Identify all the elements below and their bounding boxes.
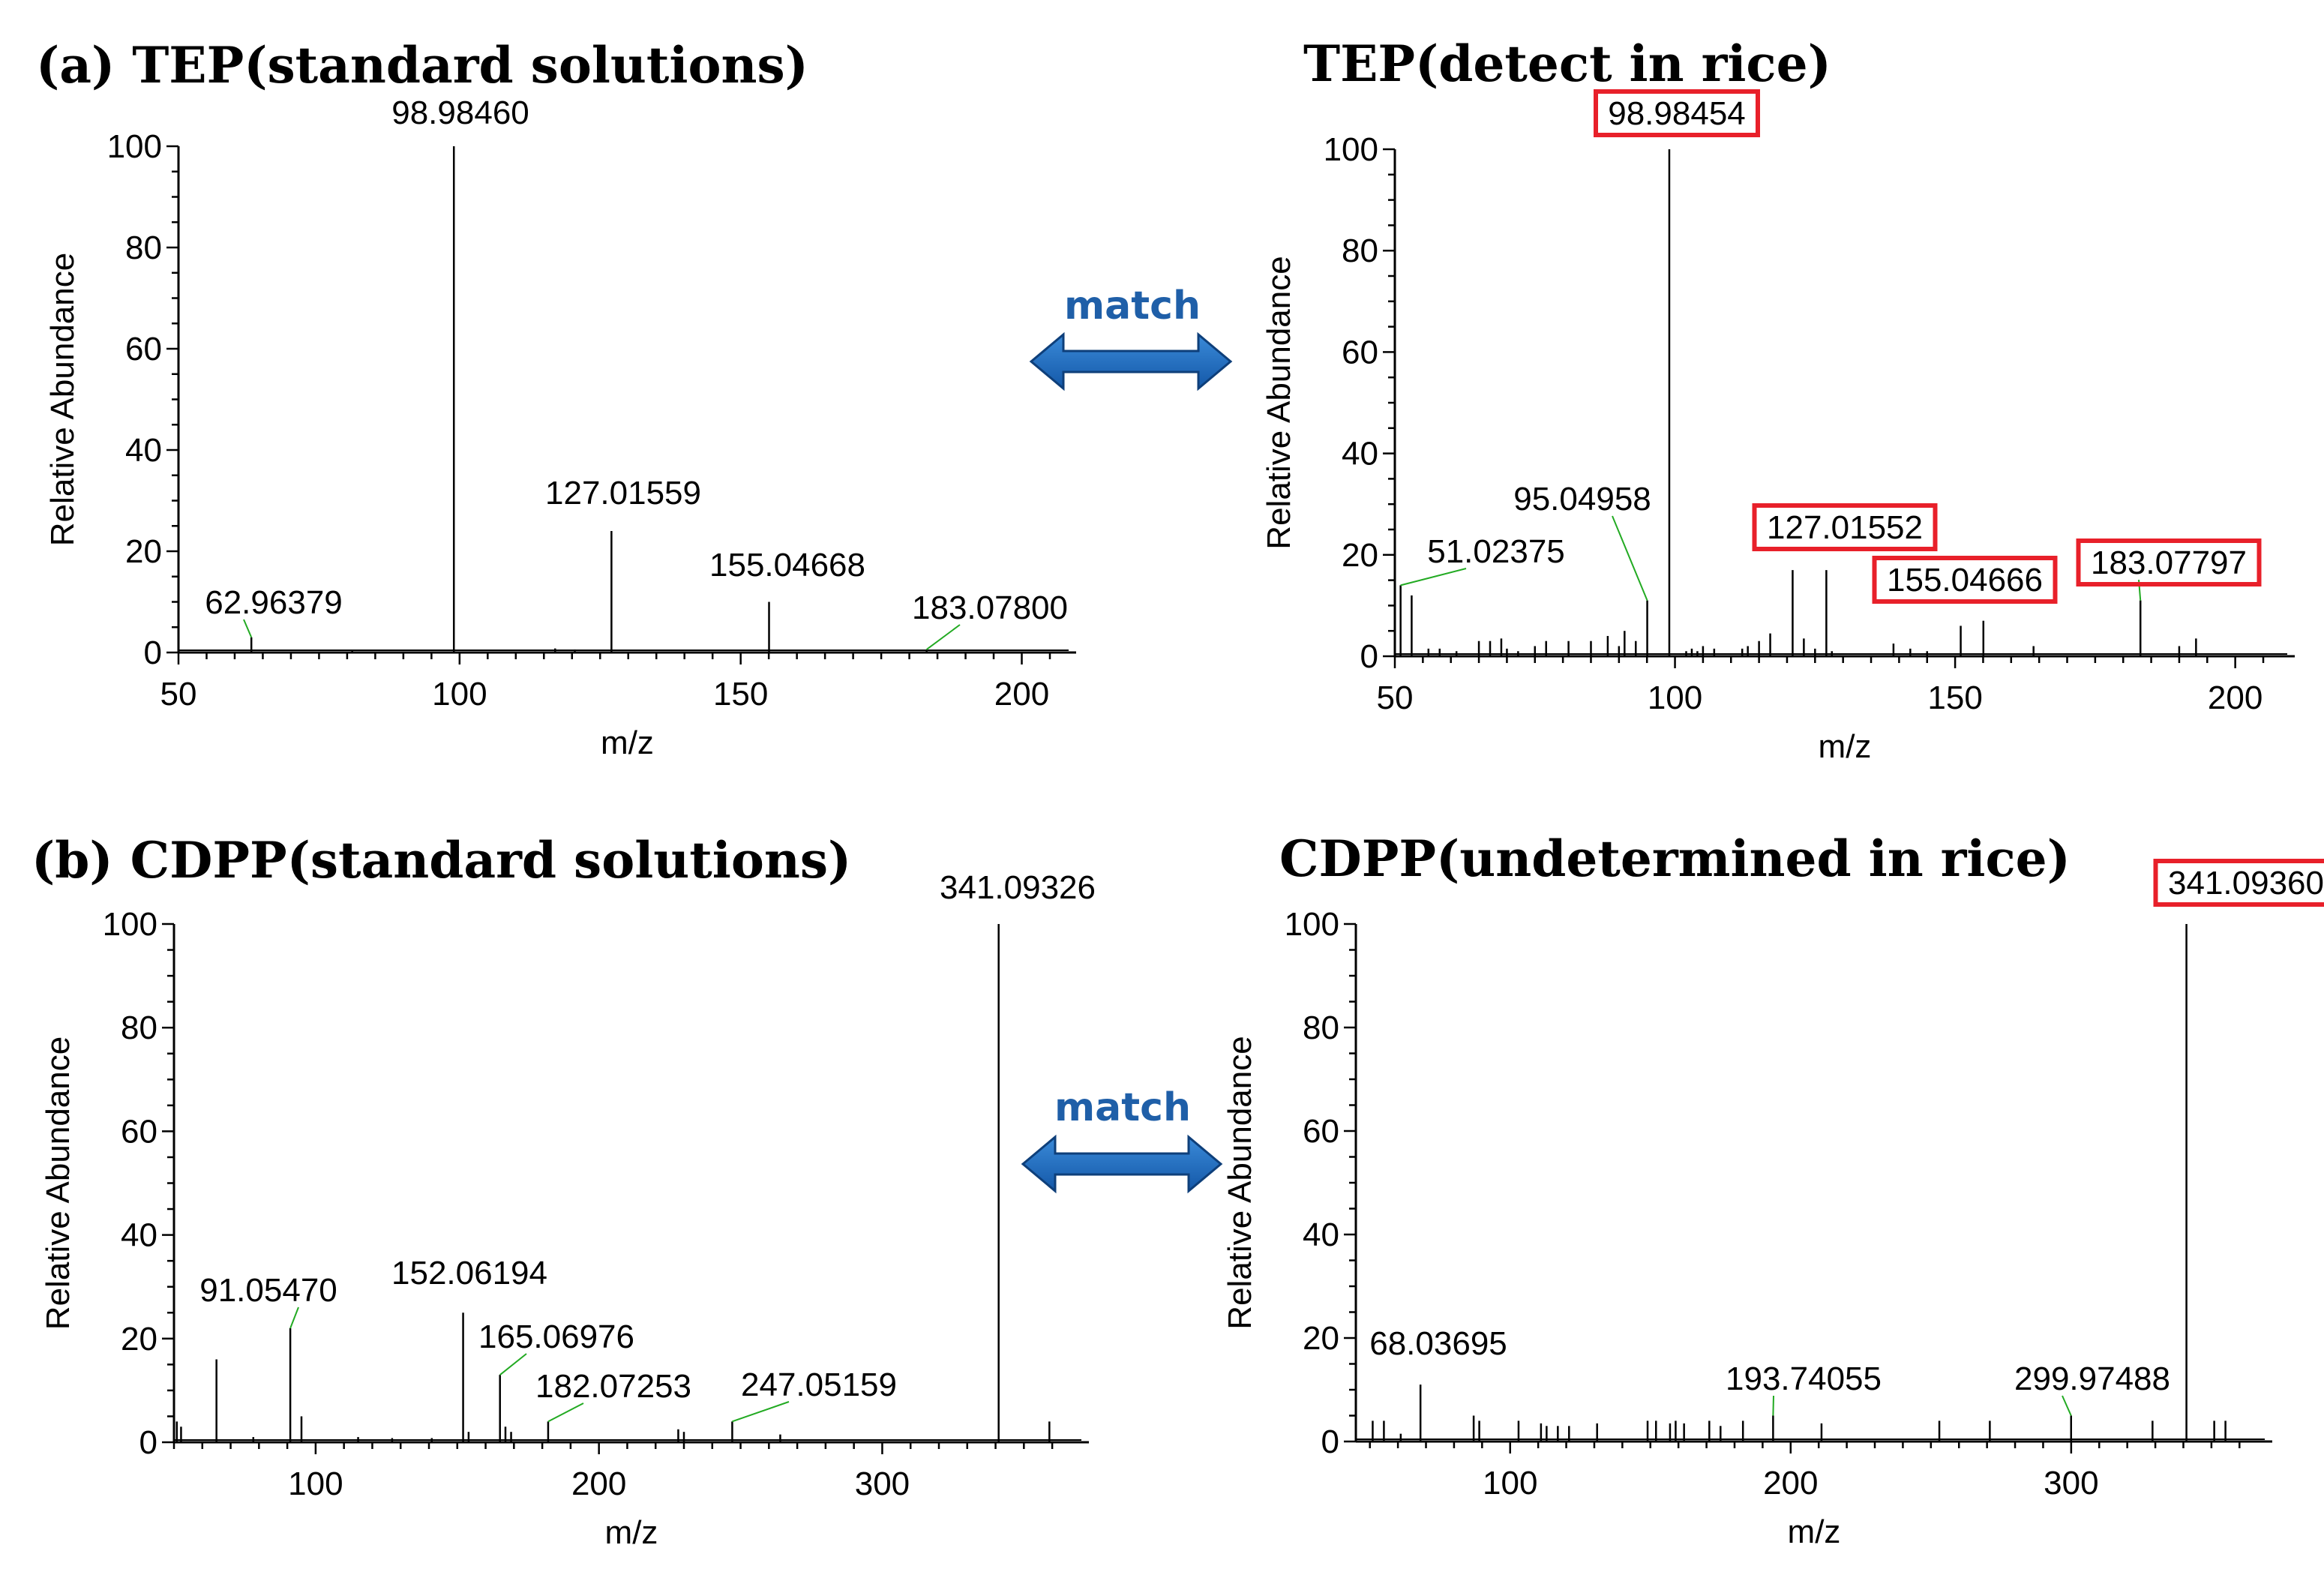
x-axis-title: m/z: [601, 724, 654, 761]
y-tick-label: 0: [139, 1424, 157, 1461]
peak-label: 155.04666: [1887, 562, 2043, 598]
cdpp-rice-spectrum: 0 20 40 60 80 100 100 200 300 m/z Relative Abundan…: [1222, 859, 2324, 1550]
y-tick-label: 80: [1303, 1010, 1339, 1046]
leader-line: [1612, 515, 1648, 602]
match-label-b: match: [1054, 1085, 1191, 1130]
tep-standard-spectrum: 0 20 40 60 80 100 50 100 150 200 m/z Relative Abund…: [44, 94, 1076, 761]
y-tick-label: 0: [1321, 1424, 1339, 1460]
y-tick-label: 100: [103, 906, 157, 943]
x-tick-label: 200: [1763, 1465, 1818, 1502]
y-tick-label: 0: [1360, 638, 1378, 675]
peak-label: 299.97488: [2014, 1360, 2170, 1397]
y-tick-label: 80: [121, 1010, 157, 1046]
y-tick-label: 80: [1342, 232, 1378, 269]
leader-line: [1400, 568, 1467, 586]
y-axis-title: Relative Abundance: [40, 1036, 76, 1330]
peak-label: 98.98454: [1608, 95, 1746, 132]
peak-label: 98.98460: [391, 94, 529, 131]
y-tick-label: 80: [125, 230, 162, 266]
peak-label: 127.01559: [545, 475, 701, 512]
peak-label: 152.06194: [391, 1255, 547, 1292]
match-arrow-a: match: [1029, 284, 1233, 392]
highlight-box: [2153, 859, 2324, 907]
peak-label: 341.09360: [2168, 865, 2324, 902]
x-axis-title: m/z: [1788, 1514, 1841, 1550]
x-tick-label: 150: [1927, 680, 1982, 716]
y-tick-label: 40: [1342, 436, 1378, 472]
y-tick-label: 60: [125, 331, 162, 368]
y-tick-label: 100: [1285, 906, 1339, 943]
x-tick-label: 100: [1648, 680, 1702, 716]
peak-label: 68.03695: [1369, 1325, 1507, 1362]
x-tick-label: 100: [432, 676, 487, 712]
y-axis-title: Relative Abundance: [44, 253, 81, 546]
peak-label: 91.05470: [199, 1272, 337, 1309]
x-tick-label: 100: [1483, 1465, 1537, 1502]
y-tick-label: 20: [1342, 537, 1378, 574]
y-tick-label: 100: [1324, 131, 1378, 168]
peak-label: 127.01552: [1767, 509, 1923, 546]
peak-label: 183.07797: [2091, 544, 2247, 581]
peak-label: 341.09326: [940, 869, 1096, 906]
y-tick-label: 40: [121, 1217, 157, 1254]
peak-label: 183.07800: [912, 590, 1068, 626]
y-tick-label: 40: [125, 432, 162, 469]
y-axis-title: Relative Abundance: [1222, 1036, 1258, 1329]
match-arrow-b: match: [1021, 1085, 1223, 1194]
x-tick-label: 50: [1377, 680, 1414, 716]
peak-label: 247.05159: [741, 1366, 897, 1403]
peak-label: 155.04668: [709, 547, 865, 584]
tep-rice-spectrum: 0 20 40 60 80 100 50 100 150 200 m/z Relative Abund…: [1261, 89, 2295, 765]
y-tick-label: 60: [1342, 334, 1378, 370]
x-tick-label: 200: [571, 1466, 626, 1502]
leader-line: [547, 1402, 584, 1423]
leader-line: [289, 1306, 299, 1329]
leader-line: [1772, 1395, 1774, 1416]
x-tick-label: 300: [855, 1466, 910, 1502]
highlight-box: [1752, 503, 1938, 551]
peak-label: 193.74055: [1726, 1360, 1882, 1397]
y-tick-label: 20: [1303, 1320, 1339, 1357]
highlight-box: [1872, 556, 2058, 604]
x-tick-label: 300: [2044, 1465, 2098, 1502]
x-tick-label: 100: [288, 1466, 343, 1502]
peak-label: 182.07253: [535, 1368, 691, 1405]
x-tick-label: 150: [713, 676, 768, 712]
leader-line: [926, 624, 961, 650]
x-axis-title: m/z: [1819, 728, 1872, 765]
leader-line: [499, 1353, 527, 1376]
x-tick-label: 50: [160, 676, 197, 712]
y-tick-label: 20: [125, 533, 162, 570]
y-tick-label: 20: [121, 1321, 157, 1358]
x-axis-title: m/z: [605, 1514, 658, 1551]
y-axis-title: Relative Abundance: [1261, 256, 1297, 549]
cdpp-standard-spectrum: 0 20 40 60 80 100 100 200 300 m/z Relative Abundan…: [40, 869, 1096, 1551]
peak-label: 62.96379: [205, 584, 343, 621]
panel-a-right-title: TEP(detect in rice): [1303, 34, 1831, 93]
leader-line: [243, 619, 253, 638]
y-tick-label: 60: [121, 1113, 157, 1150]
panel-b-right-title: CDPP(undetermined in rice): [1279, 830, 2071, 888]
panel-a-left-title: (a) TEP(standard solutions): [36, 36, 808, 94]
leader-line: [732, 1401, 790, 1423]
leader-line: [2062, 1395, 2072, 1416]
y-tick-label: 60: [1303, 1113, 1339, 1150]
peak-label: 165.06976: [478, 1318, 634, 1355]
y-tick-label: 100: [107, 128, 162, 165]
match-label-a: match: [1064, 284, 1201, 328]
x-tick-label: 200: [994, 676, 1049, 712]
double-arrow-icon: [1029, 332, 1233, 392]
highlight-box: [1594, 89, 1760, 137]
y-tick-label: 0: [144, 634, 162, 671]
panel-b-left-title: (b) CDPP(standard solutions): [31, 831, 851, 890]
double-arrow-icon: [1021, 1134, 1223, 1194]
peak-label: 95.04958: [1513, 481, 1651, 518]
peak-label: 51.02375: [1427, 533, 1565, 570]
highlight-box: [2076, 538, 2262, 586]
x-tick-label: 200: [2208, 680, 2263, 716]
y-tick-label: 40: [1303, 1216, 1339, 1253]
